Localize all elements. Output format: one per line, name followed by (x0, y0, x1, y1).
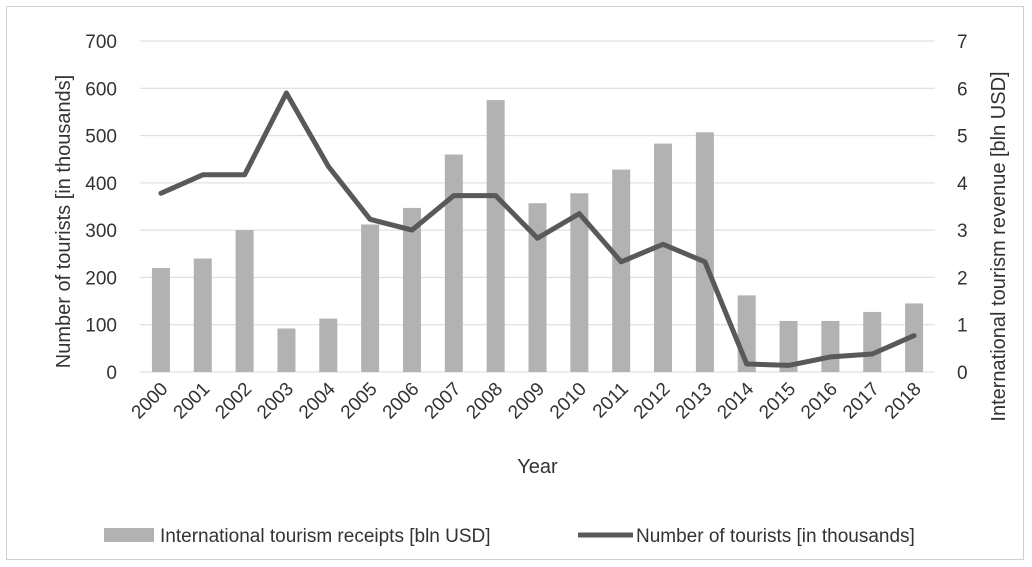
bar (277, 328, 296, 372)
x-tick-label: 2009 (504, 379, 549, 424)
right-tick-label: 5 (957, 127, 968, 148)
gridlines (140, 40, 935, 373)
legend: International tourism receipts [bln USD]… (104, 526, 915, 547)
left-tick-label: 200 (85, 268, 117, 289)
bar (151, 267, 170, 372)
x-tick-label: 2014 (713, 378, 758, 423)
line-series-tourists (158, 90, 917, 368)
x-tick-label: 2005 (337, 379, 382, 424)
bar (361, 224, 380, 372)
bar (319, 318, 338, 372)
bar (528, 203, 547, 372)
bar-series-receipts (151, 100, 924, 372)
x-tick-label: 2012 (630, 379, 675, 424)
bar (444, 154, 463, 372)
right-tick-label: 7 (957, 32, 968, 53)
right-axis-title: International tourism revenue [bln USD] (988, 71, 1010, 421)
x-tick-label: 2003 (253, 379, 298, 424)
left-tick-label: 300 (85, 221, 117, 242)
x-tick-label: 2018 (881, 379, 926, 424)
legend-bar-label: International tourism receipts [bln USD] (160, 526, 491, 547)
bar (821, 320, 840, 372)
x-axis-ticks: 2000200120022003200420052006200720082009… (128, 378, 926, 423)
right-tick-label: 0 (957, 363, 968, 384)
bar (695, 132, 714, 372)
right-tick-label: 4 (957, 174, 968, 195)
left-tick-label: 700 (85, 32, 117, 53)
x-tick-label: 2011 (589, 379, 633, 423)
tourists-line (158, 90, 917, 368)
x-tick-label: 2001 (170, 379, 215, 424)
left-tick-label: 500 (85, 127, 117, 148)
x-tick-label: 2015 (755, 379, 800, 424)
x-tick-label: 2002 (211, 379, 256, 424)
x-tick-label: 2006 (379, 379, 424, 424)
x-tick-label: 2013 (672, 379, 717, 424)
x-tick-label: 2007 (421, 379, 466, 424)
left-tick-label: 400 (85, 174, 117, 195)
x-tick-label: 2004 (295, 378, 340, 423)
right-tick-label: 6 (957, 79, 968, 100)
right-tick-label: 3 (957, 221, 968, 242)
x-tick-label: 2008 (462, 379, 507, 424)
legend-bar-swatch (104, 528, 154, 542)
right-tick-label: 2 (957, 268, 968, 289)
bar (486, 100, 505, 372)
legend-line-label: Number of tourists [in thousands] (636, 526, 915, 547)
left-axis-title: Number of tourists [in thousands] (53, 75, 75, 368)
bar (654, 143, 673, 372)
left-tick-label: 0 (106, 363, 117, 384)
bar (235, 230, 254, 372)
right-tick-label: 1 (957, 316, 968, 337)
chart-frame (6, 6, 1024, 560)
left-tick-label: 600 (85, 79, 117, 100)
bar (779, 320, 798, 372)
bar (863, 311, 882, 372)
bar (612, 169, 631, 372)
x-axis-title: Year (517, 456, 558, 478)
bar (193, 258, 212, 372)
left-tick-label: 100 (85, 316, 117, 337)
x-tick-label: 2017 (839, 379, 884, 424)
x-tick-label: 2010 (546, 379, 591, 424)
right-axis-ticks: 0 1 2 3 4 5 6 7 (957, 32, 968, 384)
bar (402, 207, 421, 372)
bar (570, 193, 589, 372)
x-tick-label: 2000 (128, 379, 173, 424)
x-tick-label: 2016 (797, 379, 842, 424)
left-axis-ticks: 0 100 200 300 400 500 600 700 (85, 32, 117, 384)
